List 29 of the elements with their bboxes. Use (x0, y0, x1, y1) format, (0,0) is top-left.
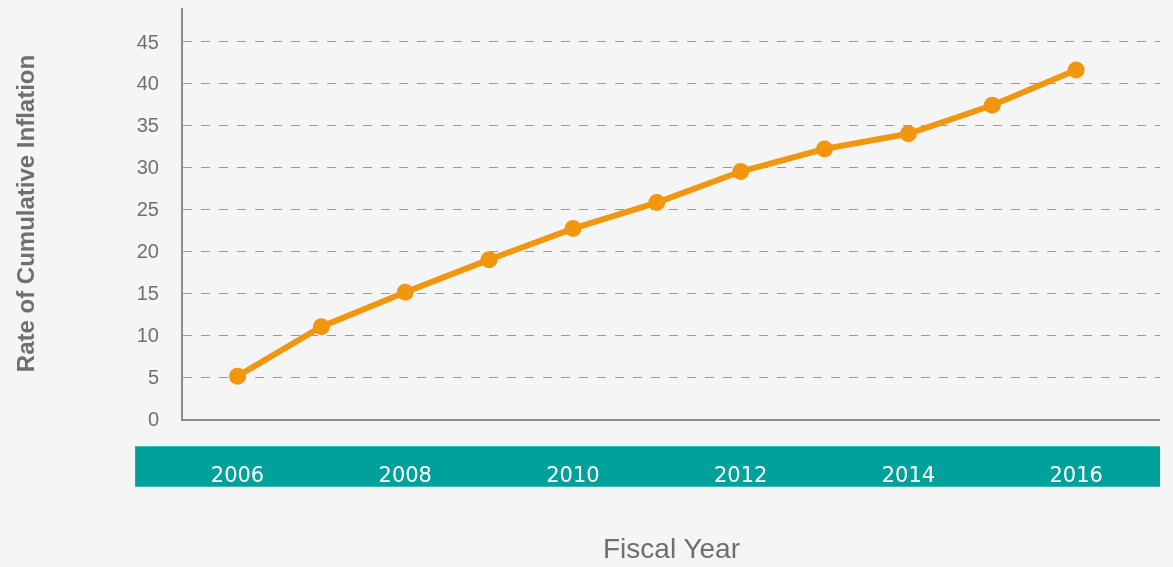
x-tick-label: 2008 (378, 463, 432, 488)
point (564, 220, 582, 238)
point (983, 96, 1001, 114)
y-tick-label: 15 (136, 282, 159, 305)
point (732, 163, 750, 181)
y-tick-label: 40 (136, 72, 159, 95)
x-tick-label: 2006 (210, 463, 265, 488)
x-tick-label: 2014 (881, 463, 936, 488)
y-tick-label: 0 (147, 408, 159, 430)
point (312, 318, 330, 336)
point (648, 194, 666, 212)
point (816, 140, 834, 158)
y-tick-label: 5 (147, 366, 159, 389)
point (899, 125, 917, 143)
x-tick-label: 2012 (713, 463, 768, 488)
x-tick-label: 2016 (1049, 463, 1103, 488)
y-tick-label: 20 (136, 240, 159, 263)
y-tick-label: 10 (136, 324, 159, 347)
x-tick-label: 2010 (546, 463, 600, 488)
y-axis-title: Rate of Cumulative Inflation (12, 54, 40, 373)
x-axis-title: Fiscal Year (603, 532, 740, 564)
point (1067, 61, 1085, 79)
y-tick-label: 30 (136, 156, 159, 179)
point (480, 251, 498, 269)
y-tick-label: 35 (136, 114, 159, 137)
point (229, 367, 247, 385)
y-tick-label: 45 (136, 30, 159, 53)
y-tick-label: 25 (136, 198, 159, 221)
point (396, 283, 414, 301)
